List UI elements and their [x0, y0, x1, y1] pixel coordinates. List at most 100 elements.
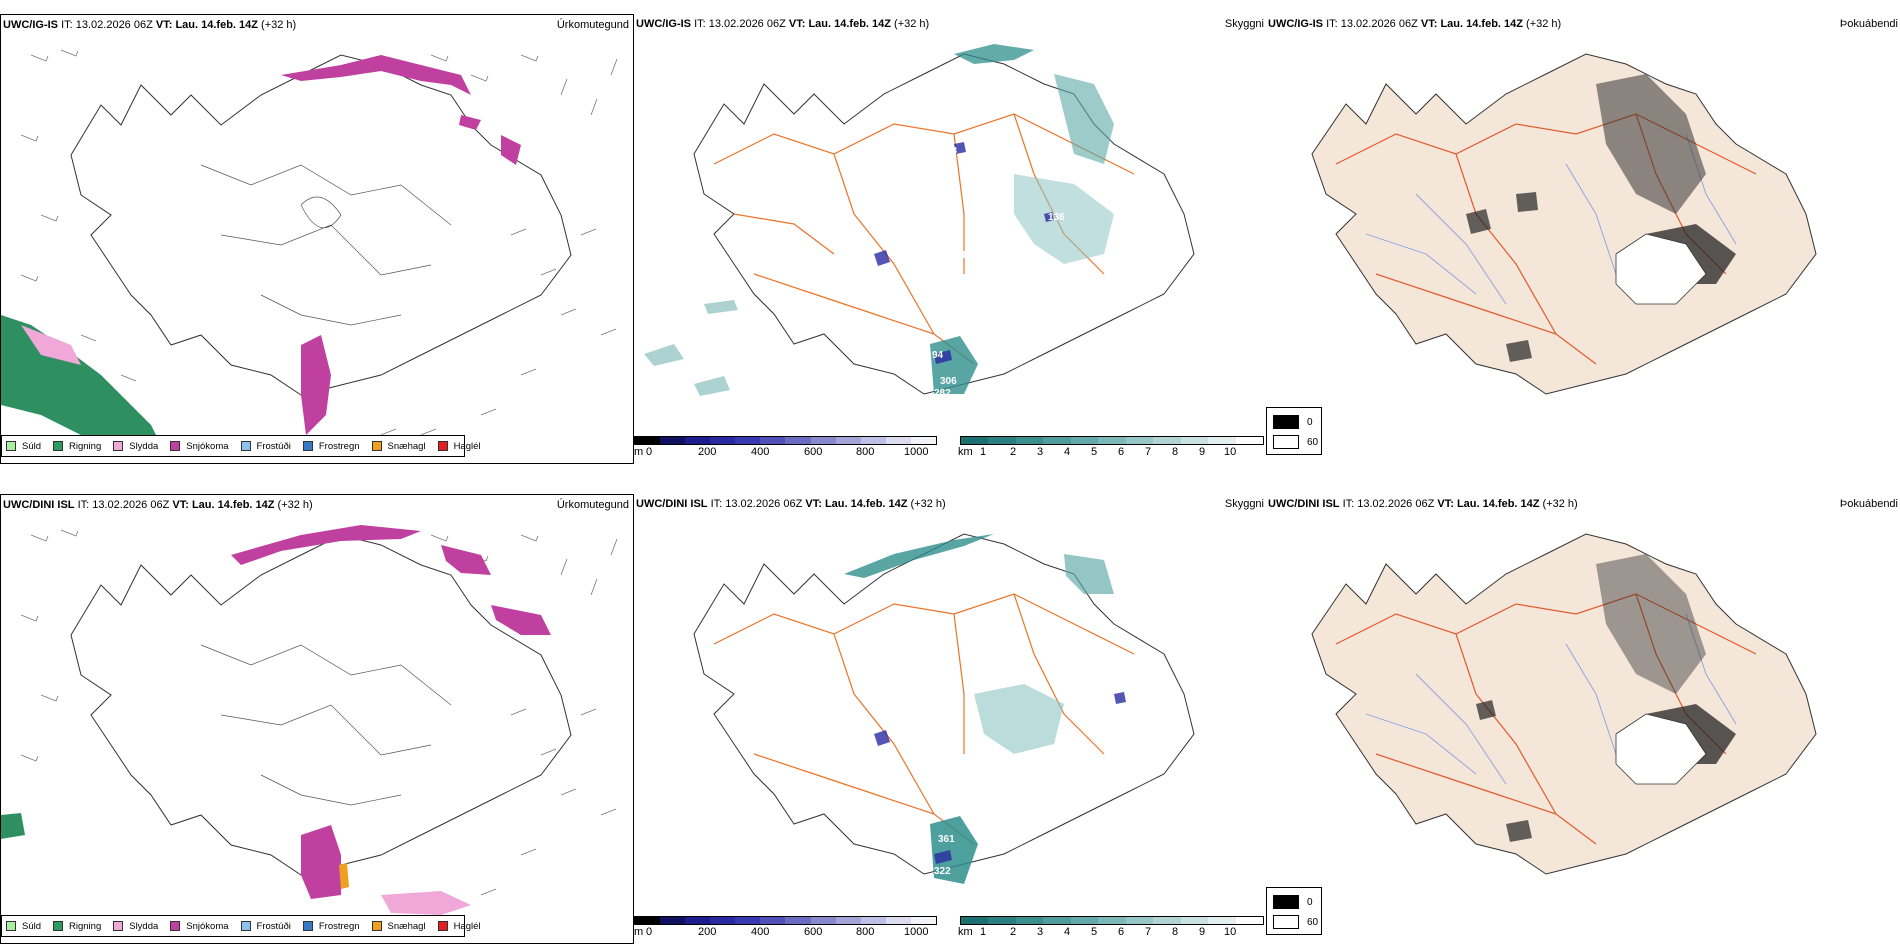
vis-color-step	[1098, 437, 1126, 444]
height-tick: 400	[751, 926, 770, 938]
snow-area-east	[459, 115, 521, 165]
legend-label: Súld	[22, 920, 42, 932]
vt-value: Lau. 14.feb. 14Z	[1440, 18, 1523, 30]
fog-teal-south	[930, 336, 978, 394]
vis-color-step	[1098, 917, 1126, 924]
height-tick: 200	[698, 446, 717, 458]
height-color-step	[785, 917, 811, 924]
height-color-step	[685, 437, 711, 444]
vis-color-step	[1235, 437, 1263, 444]
vis-tick: 3	[1037, 446, 1044, 458]
height-color-step	[885, 437, 911, 444]
fog-white-glacier	[1615, 713, 1707, 785]
vt-value: Lau. 14.feb. 14Z	[191, 499, 275, 511]
precip-panel-top: UWC/IG-IS IT: 13.02.2026 06Z VT: Lau. 14…	[0, 14, 634, 464]
vt-value: Lau. 14.feb. 14Z	[808, 18, 891, 30]
vis-tick: 1	[980, 446, 987, 458]
visibility-labels: 13 41 300 361 322	[896, 730, 1061, 877]
fog-dark-northeast	[1596, 74, 1706, 214]
vis-color-step	[1125, 437, 1154, 444]
legend-label: Frostúði	[256, 440, 291, 452]
height-color-step	[785, 437, 811, 444]
model-name: UWC/IG-IS	[636, 18, 691, 30]
vt-value: Lau. 14.feb. 14Z	[1456, 498, 1540, 510]
panel-kind-visibility: Skyggni	[1224, 498, 1264, 510]
legend-label: Frostregn	[318, 920, 360, 932]
height-tick: 400	[751, 446, 770, 458]
height-color-step	[685, 917, 711, 924]
vis-tick: 10	[1224, 446, 1237, 458]
legend-item: Rigning	[53, 441, 101, 452]
legend-item: Snæhagl	[371, 441, 426, 452]
legend-swatch	[437, 441, 448, 451]
vis-tick: 2	[1010, 446, 1017, 458]
vis-tick: 1	[980, 926, 987, 938]
fog-teal-south	[930, 816, 978, 884]
legend-item: Rigning	[53, 921, 101, 932]
it-value: 13.02.2026 06Z	[92, 499, 170, 511]
height-color-step	[810, 917, 836, 924]
sleet-area-west	[21, 325, 81, 365]
river-network	[1365, 133, 1737, 305]
vis-color-step	[961, 917, 989, 924]
cloud-swatch-white	[1273, 435, 1299, 449]
vis-label: 306	[940, 376, 957, 387]
panel-kind-visibility: Skyggni	[1224, 18, 1264, 30]
road-network	[713, 593, 1135, 845]
panel-title: UWC/IG-IS IT: 13.02.2026 06Z VT: Lau. 14…	[636, 18, 929, 30]
cloud-legend-high-label: 60	[1307, 916, 1319, 928]
panel-kind-precip: Úrkomutegund	[556, 19, 629, 31]
snow-band-north	[231, 525, 421, 565]
vis-label: 18	[946, 146, 958, 157]
height-color-step	[760, 917, 786, 924]
vt-value: Lau. 14.feb. 14Z	[824, 498, 908, 510]
legend-label: Súld	[22, 440, 42, 452]
precip-legend: Súld Rigning Slydda Snjókoma Frostúði Fr…	[1, 915, 481, 937]
it-label: IT:	[1326, 18, 1338, 30]
fog-dark-west	[1476, 700, 1532, 842]
rain-area-west	[1, 813, 25, 839]
legend-item: Slydda	[113, 921, 158, 932]
cloud-legend-high: 60	[1273, 435, 1318, 449]
vis-tick: 7	[1145, 446, 1152, 458]
legend-label: Snjókoma	[186, 440, 229, 452]
legend-label: Slydda	[129, 920, 159, 932]
vis-color-step	[1208, 437, 1236, 444]
legend-swatch	[437, 921, 448, 931]
panel-title: UWC/DINI ISL IT: 13.02.2026 06Z VT: Lau.…	[636, 498, 946, 510]
panel-title: UWC/DINI ISL IT: 13.02.2026 06Z VT: Lau.…	[3, 499, 313, 511]
vt-value: Lau. 14.feb. 14Z	[175, 19, 258, 31]
height-color-step	[660, 917, 686, 924]
fog-white-glacier	[1615, 233, 1707, 305]
cloud-panel-top: UWC/IG-IS IT: 13.02.2026 06Z VT: Lau. 14…	[1266, 14, 1900, 464]
iceland-land	[1311, 533, 1817, 875]
vis-label: 136	[1048, 212, 1065, 223]
height-colorbar: m 0 200 400 600 800 1000	[634, 436, 937, 459]
cloud-legend-low-label: 0	[1307, 896, 1313, 908]
height-color-step	[910, 437, 936, 444]
height-tick: 600	[804, 926, 823, 938]
vt-label: VT:	[788, 18, 806, 30]
legend-swatch	[371, 921, 382, 931]
height-color-step	[735, 917, 761, 924]
vis-label: 141	[888, 246, 905, 257]
vis-label: 361	[938, 834, 955, 845]
iceland-land	[1311, 53, 1817, 395]
height-tick: 1000	[904, 446, 929, 458]
legend-swatch	[371, 441, 382, 451]
legend-label: Haglél	[453, 920, 481, 932]
legend-label: Haglél	[453, 440, 481, 452]
vis-label: 13	[896, 730, 908, 741]
rain-area-west	[1, 315, 161, 445]
legend-item: Frostúði	[240, 440, 291, 452]
vis-tick: 10	[1224, 926, 1237, 938]
lead-time: (+32 h)	[261, 19, 297, 31]
cloud-legend-low-label: 0	[1307, 416, 1313, 428]
model-name: UWC/IG-IS	[3, 19, 58, 31]
height-color-step	[760, 437, 786, 444]
cloud-legend-bottom: 0 60	[1266, 887, 1322, 935]
vis-tick: 5	[1091, 926, 1098, 938]
height-color-step	[660, 437, 686, 444]
fog-teal-north	[954, 44, 1034, 64]
legend-swatch	[113, 441, 124, 451]
